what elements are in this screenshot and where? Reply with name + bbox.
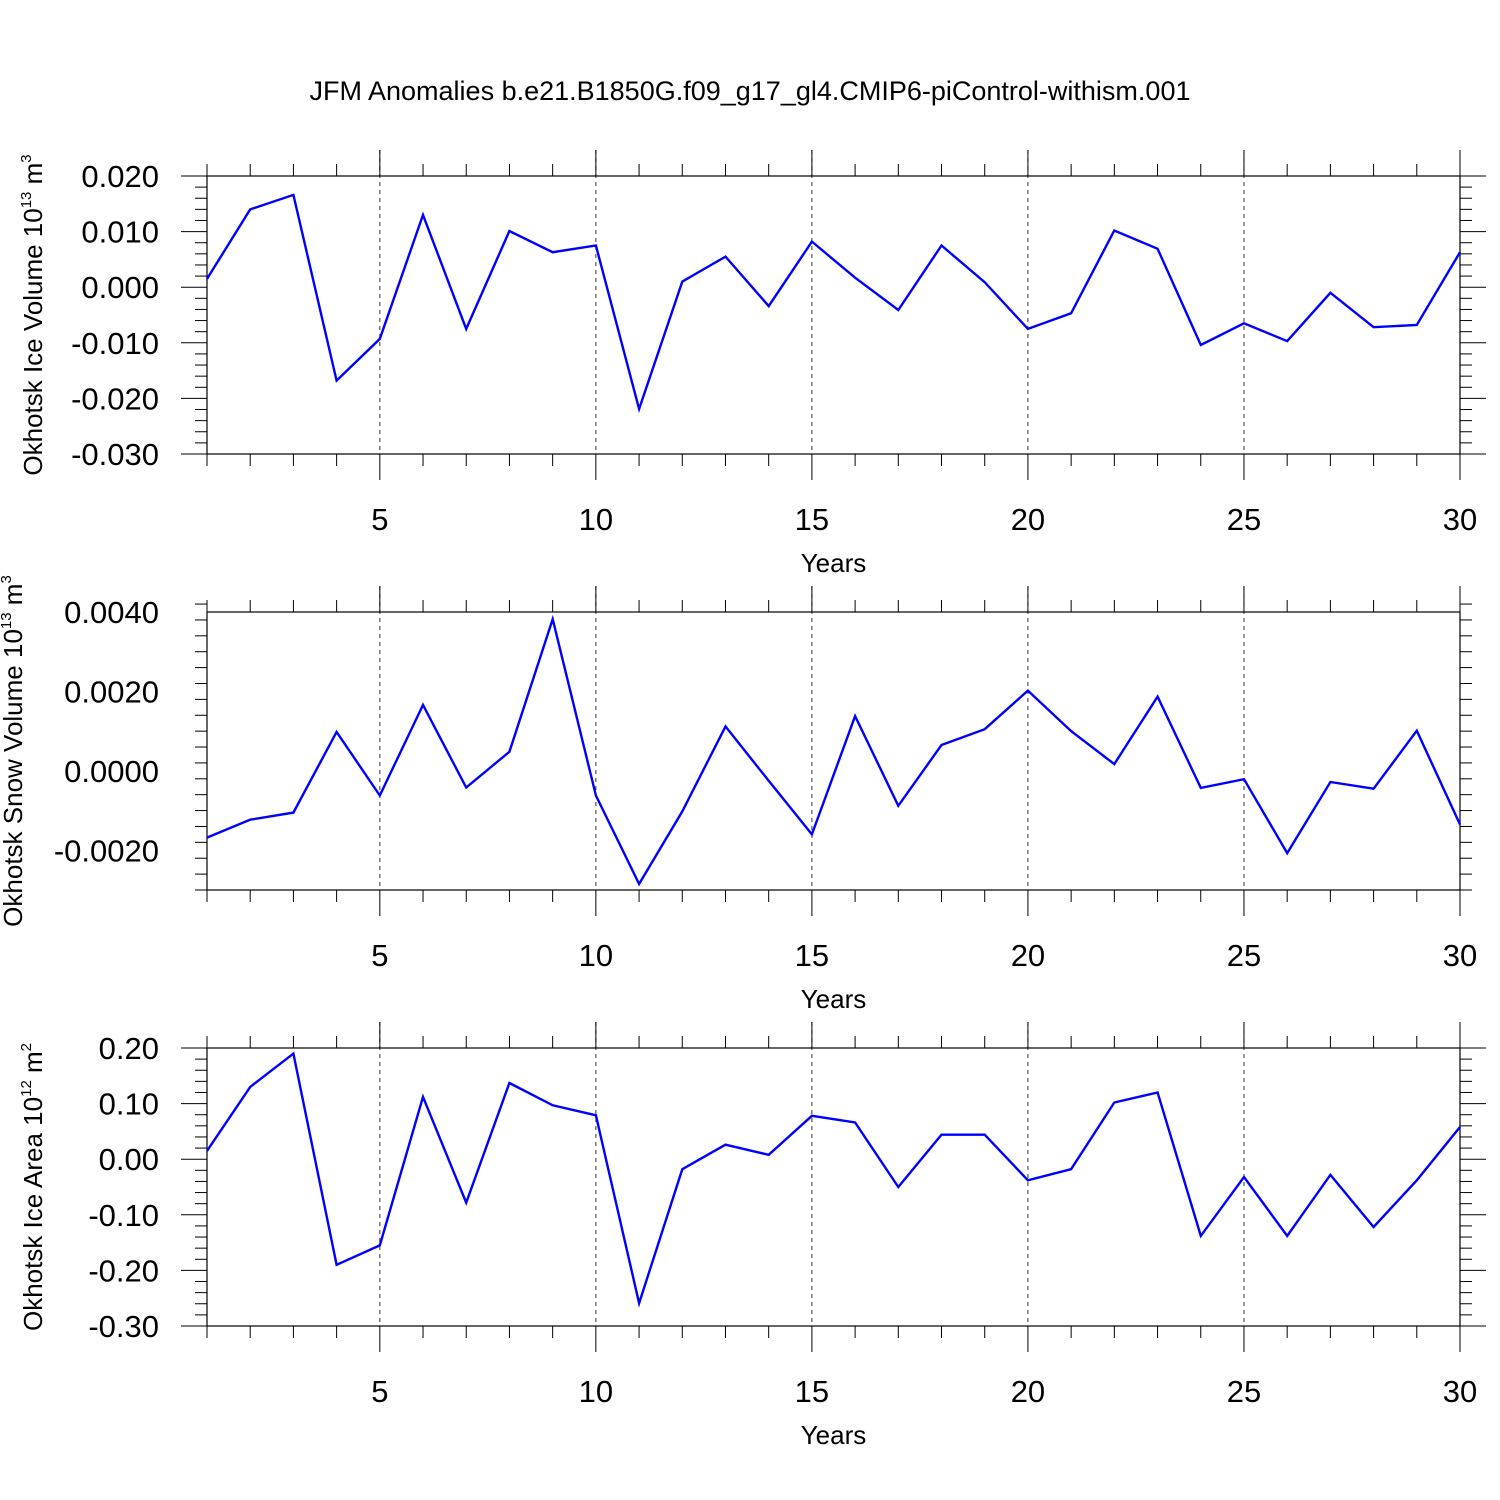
y-axis-label: Okhotsk Ice Volume 1013 m3 <box>18 154 48 475</box>
x-tick-label: 5 <box>371 1374 388 1409</box>
y-axis-label-unit: m <box>18 1051 48 1080</box>
x-tick-label: 20 <box>1011 1374 1045 1409</box>
y-axis-label-exponent: 12 <box>18 1080 35 1097</box>
y-tick-label: 0.010 <box>81 215 159 250</box>
plot-frame <box>206 1047 1461 1327</box>
x-tick-label: 15 <box>795 938 829 973</box>
chart-panel-ice-volume: 5 10 15 20 25 30 Years -0.030 -0.020 -0.010 0.000 0… <box>18 150 1486 578</box>
x-tick-label: 15 <box>795 1374 829 1409</box>
y-tick-label: 0.00 <box>99 1142 159 1177</box>
y-tick-label: -0.030 <box>71 437 159 472</box>
y-tick-label: -0.0020 <box>54 833 159 868</box>
x-axis-label: Years <box>801 984 867 1014</box>
y-axis-label-unit-exponent: 3 <box>0 575 15 583</box>
y-tick-label: 0.10 <box>99 1087 159 1122</box>
y-axis-label-unit-exponent: 3 <box>18 154 35 162</box>
y-tick-label: 0.20 <box>99 1031 159 1066</box>
y-axis-label-text: Okhotsk Ice Volume 10 <box>18 208 48 475</box>
y-axis-label-exponent: 13 <box>18 192 35 209</box>
x-axis-label: Years <box>801 548 867 578</box>
x-tick-label: 5 <box>371 938 388 973</box>
series-line-snow-volume <box>206 614 1462 887</box>
x-tick-label: 25 <box>1227 502 1261 537</box>
y-axis-label-unit: m <box>18 163 48 192</box>
x-tick-label: 5 <box>371 502 388 537</box>
x-tick-label: 20 <box>1011 938 1045 973</box>
y-axis-label: Okhotsk Snow Volume 1013 m3 <box>0 575 28 927</box>
y-tick-label: -0.010 <box>71 326 159 361</box>
y-axis-label-text: Okhotsk Snow Volume 10 <box>0 629 28 927</box>
y-tick-label: 0.0000 <box>64 754 159 789</box>
series-line-ice-area <box>206 1051 1461 1308</box>
x-tick-label: 30 <box>1443 938 1477 973</box>
chart-panel-ice-area: 5 10 15 20 25 30 Years -0.30 -0.20 -0.10 0.00 0.10 0… <box>18 1022 1486 1450</box>
y-tick-label: -0.30 <box>88 1309 159 1344</box>
y-tick-label: 0.000 <box>81 270 159 305</box>
y-tick-label: -0.20 <box>88 1253 159 1288</box>
x-tick-label: 20 <box>1011 502 1045 537</box>
plot-frame <box>206 175 1461 455</box>
x-tick-label: 10 <box>579 502 613 537</box>
x-axis-label: Years <box>801 1420 867 1450</box>
y-axis-label-exponent: 13 <box>0 612 15 629</box>
y-axis-label-unit: m <box>0 584 28 613</box>
chart-panel-snow-volume: 5 10 15 20 25 30 Years -0.0020 0.0000 0.0020 0.004… <box>0 575 1477 1014</box>
chart-title: JFM Anomalies b.e21.B1850G.f09_g17_gl4.C… <box>310 76 1191 106</box>
x-tick-label: 25 <box>1227 1374 1261 1409</box>
y-tick-label: 0.0040 <box>64 595 159 630</box>
y-tick-label: 0.0020 <box>64 674 159 709</box>
x-tick-label: 30 <box>1443 1374 1477 1409</box>
y-axis-label-text: Okhotsk Ice Area 10 <box>18 1097 48 1331</box>
y-tick-label: 0.020 <box>81 159 159 194</box>
series-line-ice-volume <box>205 193 1462 414</box>
x-tick-label: 10 <box>579 1374 613 1409</box>
x-tick-label: 30 <box>1443 502 1477 537</box>
x-tick-label: 25 <box>1227 938 1261 973</box>
x-tick-label: 15 <box>795 502 829 537</box>
plot-frame <box>206 611 1461 891</box>
x-tick-label: 10 <box>579 938 613 973</box>
y-tick-label: -0.020 <box>71 381 159 416</box>
y-axis-label: Okhotsk Ice Area 1012 m2 <box>18 1043 48 1331</box>
y-axis-label-unit-exponent: 2 <box>18 1043 35 1051</box>
y-tick-label: -0.10 <box>88 1198 159 1233</box>
